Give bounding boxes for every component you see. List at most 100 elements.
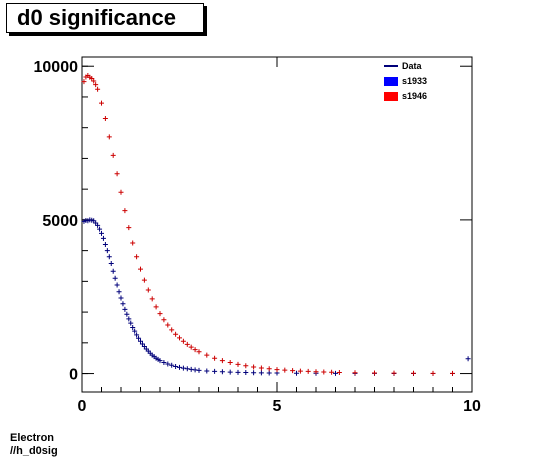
data-point: [196, 367, 202, 373]
data-point: [134, 254, 140, 260]
data-point: [106, 254, 112, 260]
data-point: [81, 79, 87, 85]
data-point: [132, 328, 138, 334]
x-tick-label: 0: [78, 398, 87, 415]
legend-swatch-box: [384, 77, 398, 86]
data-point: [180, 338, 186, 344]
data-point: [130, 324, 136, 330]
data-point: [173, 331, 179, 337]
data-point: [126, 316, 132, 322]
data-point: [102, 241, 108, 247]
x-tick-label: 5: [273, 398, 282, 415]
data-point: [177, 364, 182, 370]
data-point: [100, 235, 106, 241]
data-point: [204, 368, 210, 374]
data-point: [212, 368, 218, 374]
data-point: [124, 311, 130, 317]
data-point: [204, 352, 210, 358]
series-s1933: [81, 217, 471, 377]
data-points: [81, 72, 471, 377]
data-point: [97, 226, 103, 232]
data-point: [274, 367, 280, 373]
y-tick-label: 5000: [42, 213, 78, 230]
data-point: [134, 332, 140, 338]
data-point: [235, 361, 241, 367]
data-point: [112, 275, 118, 281]
data-point: [93, 82, 99, 88]
data-point: [227, 359, 233, 365]
series-s1946: [81, 72, 455, 376]
data-point: [294, 370, 299, 376]
data-point: [141, 277, 147, 283]
data-point: [282, 367, 288, 373]
data-point: [450, 370, 455, 376]
data-point: [219, 358, 225, 364]
chart-title-box: d0 significance: [6, 3, 204, 33]
data-point: [336, 369, 342, 375]
data-point: [149, 296, 155, 302]
data-point: [108, 261, 114, 267]
legend: Data s1933 s1946: [384, 61, 427, 101]
data-point: [333, 370, 338, 376]
data-point: [99, 230, 104, 236]
data-point: [91, 78, 97, 84]
data-point: [102, 115, 108, 121]
data-point: [372, 370, 377, 376]
data-point: [161, 317, 167, 323]
data-point: [173, 363, 179, 369]
data-point: [251, 364, 257, 370]
data-point: [465, 356, 471, 362]
data-point: [227, 369, 233, 375]
data-point: [219, 369, 225, 375]
data-point: [138, 266, 143, 272]
data-point: [95, 222, 101, 228]
data-point: [188, 344, 194, 350]
legend-label: Data: [402, 61, 423, 71]
data-point: [169, 327, 175, 333]
data-point: [126, 225, 132, 231]
data-point: [266, 366, 272, 372]
x-tick-label: 10: [463, 398, 481, 415]
data-point: [116, 289, 122, 295]
data-point: [243, 370, 249, 376]
legend-label: s1933: [402, 76, 427, 86]
y-tick-label: 10000: [34, 59, 79, 76]
data-point: [165, 361, 171, 367]
data-point: [157, 358, 163, 364]
data-point: [235, 369, 241, 375]
legend-swatch-box: [384, 92, 398, 101]
footer-label-category: Electron: [10, 432, 55, 444]
data-point: [157, 311, 163, 317]
footer: Electron //h_d0sig: [10, 432, 58, 458]
data-point: [114, 171, 120, 177]
data-point: [138, 338, 143, 344]
data-point: [180, 365, 186, 371]
plot-canvas: 0 5 10 0 5000 10000 Data s1933 s1946: [34, 56, 482, 415]
data-point: [110, 268, 116, 274]
data-point: [114, 282, 120, 288]
data-point: [313, 369, 319, 375]
data-point: [128, 320, 134, 326]
data-point: [196, 349, 202, 355]
data-point: [297, 368, 303, 374]
data-point: [258, 365, 264, 371]
data-point: [192, 347, 198, 353]
data-point: [251, 370, 257, 376]
data-point: [95, 86, 101, 92]
data-point: [106, 134, 112, 140]
chart-title: d0 significance: [17, 5, 176, 30]
data-point: [184, 341, 190, 347]
data-point: [243, 363, 249, 369]
data-point: [329, 369, 335, 375]
data-point: [118, 189, 124, 195]
data-point: [104, 248, 110, 254]
tick-labels: 0 5 10 0 5000 10000: [34, 59, 482, 415]
data-point: [212, 355, 218, 361]
data-point: [411, 370, 416, 376]
data-point: [120, 301, 126, 307]
data-point: [258, 370, 264, 376]
data-point: [177, 335, 182, 341]
data-point: [110, 152, 116, 158]
data-point: [145, 287, 151, 293]
data-point: [169, 362, 175, 368]
